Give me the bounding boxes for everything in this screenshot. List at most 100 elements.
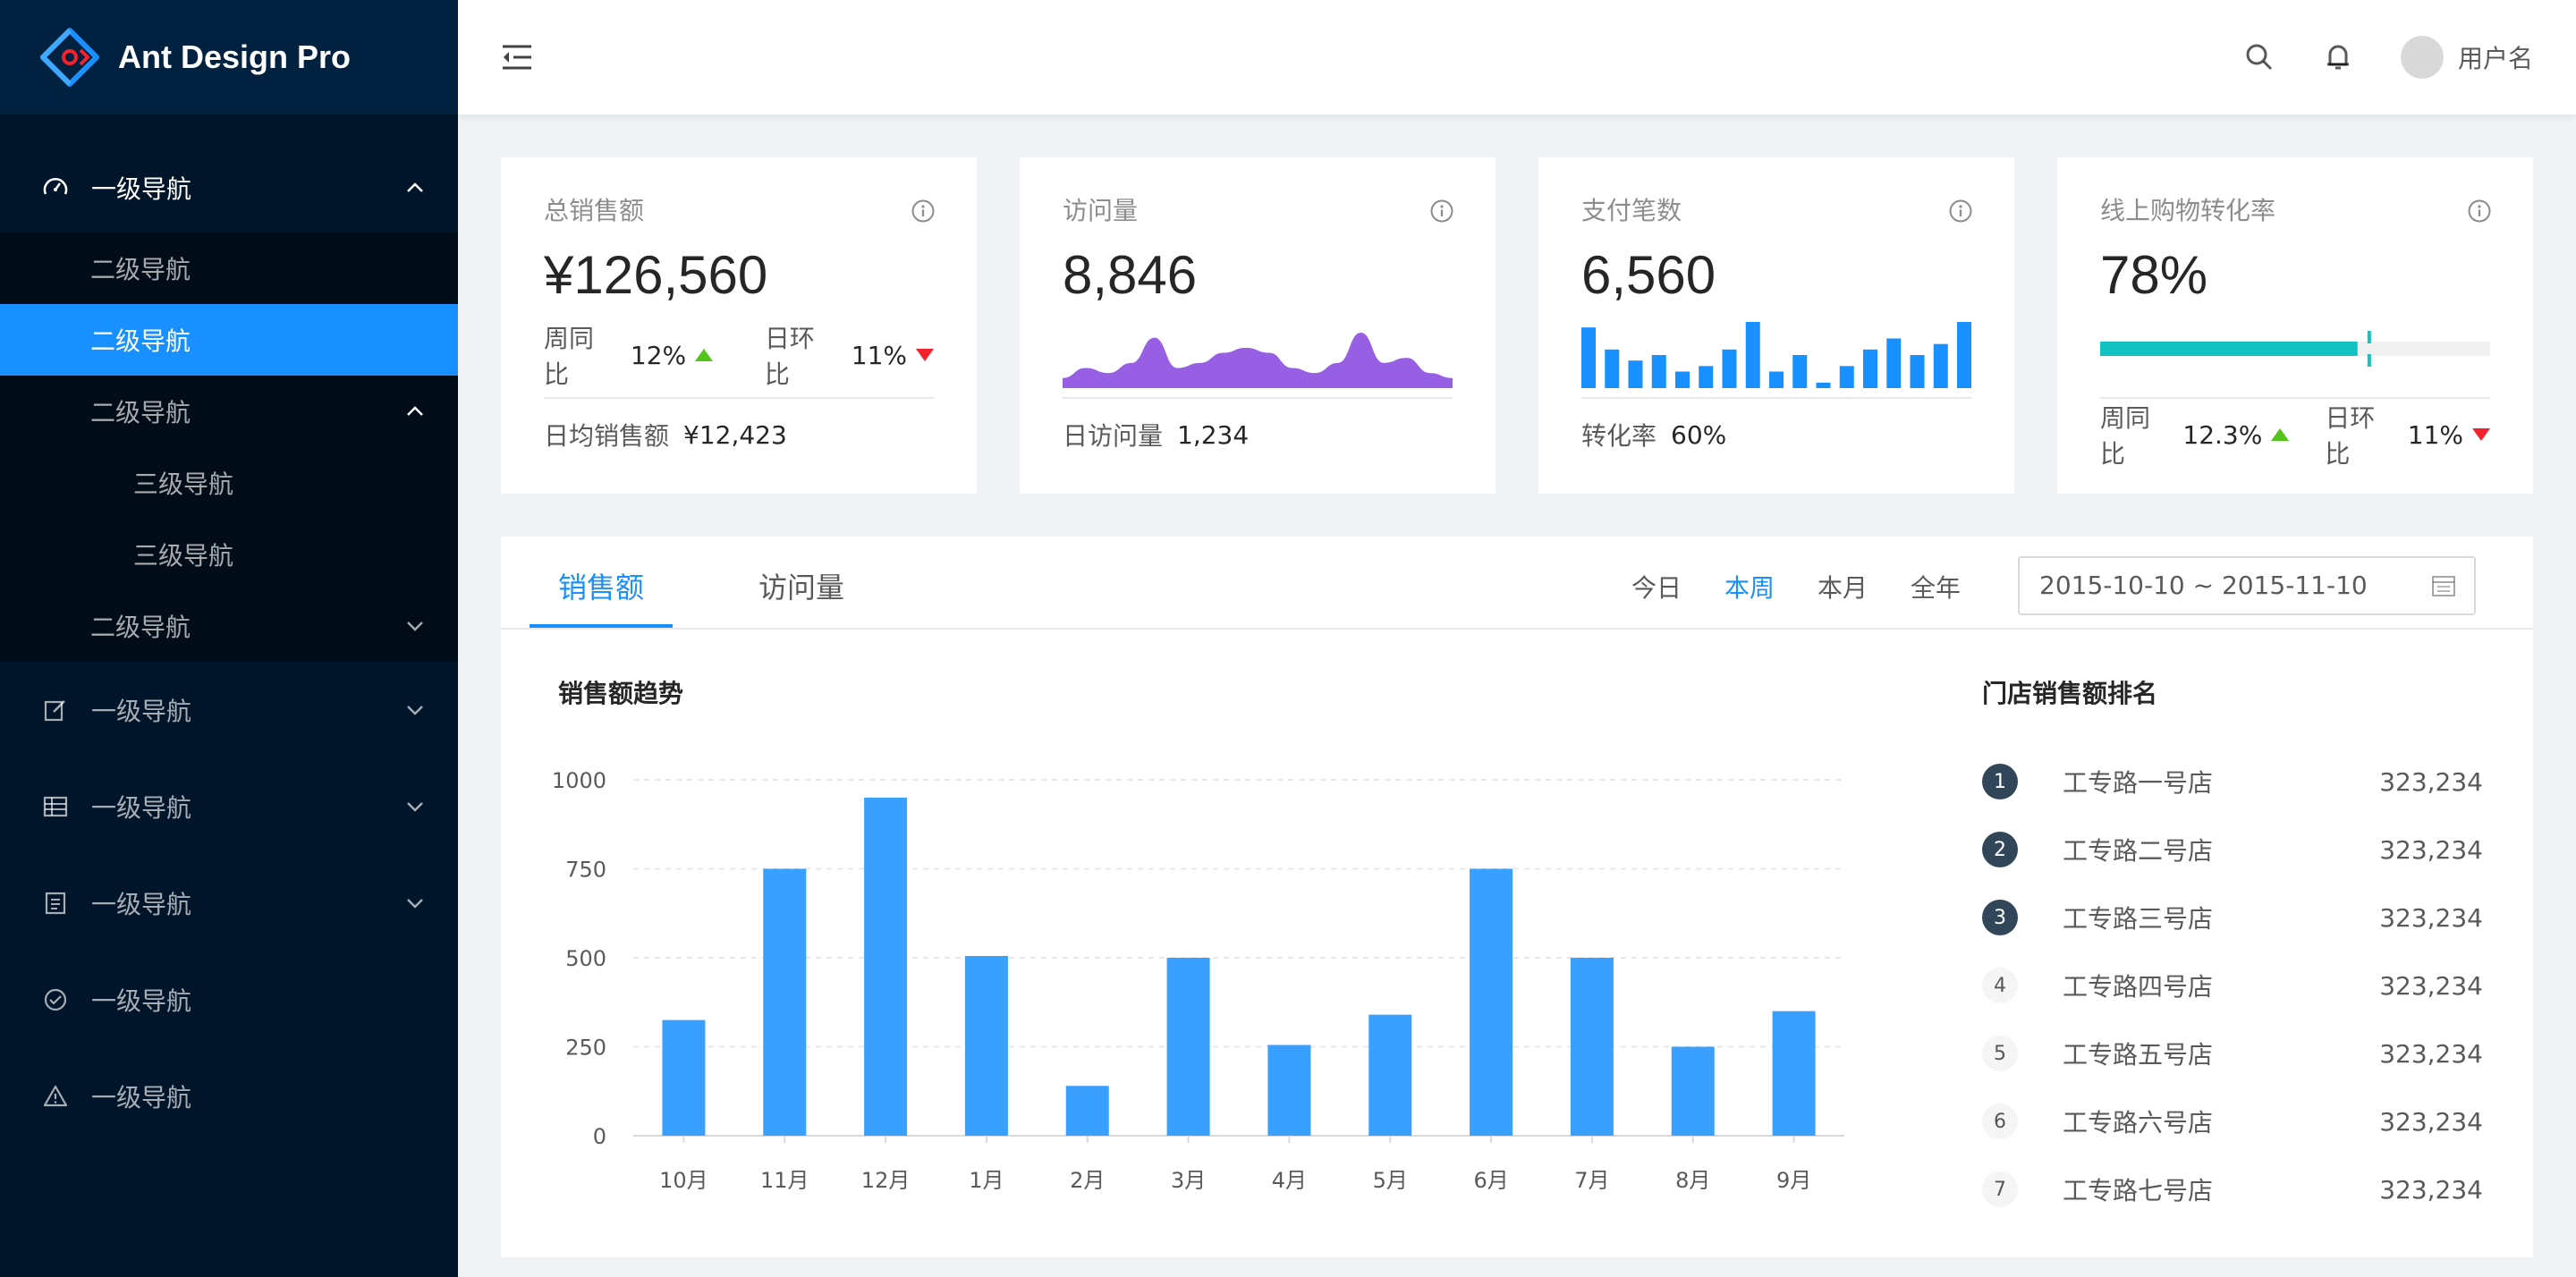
caret-down-icon [2472, 428, 2491, 441]
footer-label: 转化率 [1581, 421, 1657, 451]
ranking-item: 1 工专路一号店 323,234 [1982, 748, 2483, 816]
menu-fold-icon[interactable] [499, 39, 535, 75]
submenu-item-1[interactable]: 二级导航 [0, 233, 458, 304]
footer-value: ¥12,423 [683, 419, 787, 450]
menu-item-warning[interactable]: 一级导航 [0, 1048, 458, 1145]
payments-bar [1628, 360, 1643, 388]
card-title: 线上购物转化率 [2100, 193, 2492, 229]
rank-number: 1 [1982, 764, 2018, 799]
store-sales-value: 323,234 [2379, 970, 2483, 1001]
payments-mini-bar [1581, 313, 1971, 397]
search-icon[interactable] [2243, 41, 2275, 73]
progress-bar [2100, 331, 2490, 367]
bar [1671, 1046, 1715, 1136]
y-tick-label: 1000 [552, 768, 606, 793]
username[interactable]: 用户名 [2457, 44, 2533, 73]
payments-bar [1910, 355, 1925, 388]
card-value: 78% [2100, 245, 2208, 305]
trend-row: 周同比 12% 日环比 11% [544, 313, 935, 397]
bar [1267, 1044, 1311, 1136]
rank-number: 2 [1982, 832, 2018, 867]
submenu-item-4[interactable]: 二级导航 [0, 590, 458, 662]
range-month[interactable]: 本月 [1817, 573, 1868, 603]
payments-bar [1863, 349, 1877, 388]
info-icon[interactable] [1948, 199, 1973, 224]
x-tick-label: 1月 [969, 1168, 1004, 1193]
stat-card-conversion: 线上购物转化率 78% 周同比 12.3% 日环比 11% [2057, 157, 2533, 494]
caret-down-icon [916, 349, 935, 361]
visits-sparkline [1063, 313, 1453, 397]
bar [1065, 1086, 1109, 1136]
bell-icon[interactable] [2322, 41, 2354, 73]
edit-icon [41, 696, 70, 724]
avatar[interactable] [2400, 36, 2444, 79]
menu-item-top-open[interactable]: 一级导航 [0, 143, 458, 233]
sales-card: 销售额 访问量 今日 本周 本月 全年 2015-10-10 ~ 2015-11… [501, 537, 2533, 1257]
ant-design-logo-icon [40, 28, 99, 87]
check-circle-icon [41, 985, 70, 1014]
tab-sales[interactable]: 销售额 [558, 571, 645, 605]
dashboard-icon [41, 173, 70, 202]
warning-icon [41, 1082, 70, 1111]
ranking-title: 门店销售额排名 [1982, 679, 2158, 708]
card-footer: 周同比 12.3% 日环比 11% [2100, 397, 2491, 470]
store-name: 工专路二号店 [2063, 836, 2214, 866]
x-tick-label: 6月 [1473, 1168, 1508, 1193]
header-actions: 用户名 [2243, 0, 2533, 114]
menu-item-label: 一级导航 [91, 986, 192, 1016]
payments-bar-chart [1581, 322, 1971, 388]
range-today[interactable]: 今日 [1631, 573, 1682, 603]
date-range-value: 2015-10-10 ~ 2015-11-10 [2039, 571, 2368, 600]
submenu-item-2-active[interactable]: 二级导航 [0, 304, 458, 376]
date-range-picker[interactable]: 2015-10-10 ~ 2015-11-10 [2018, 556, 2476, 615]
calendar-icon [2432, 576, 2455, 596]
menu-item-label: 一级导航 [91, 793, 192, 823]
info-icon[interactable] [1429, 199, 1454, 224]
wow-label: 周同比 [2100, 403, 2151, 469]
sales-bar-chart: 0 250 500 750 1000 10月 11月 12月 1月 2月 3月 4月 5月 6月 7月 8月 9… [552, 768, 1844, 1193]
bar [1368, 1014, 1412, 1136]
menu-item-check[interactable]: 一级导航 [0, 951, 458, 1048]
card-title-text: 访问量 [1063, 196, 1139, 225]
third-level-item-1[interactable]: 三级导航 [0, 447, 458, 519]
menu-item-edit[interactable]: 一级导航 [0, 662, 458, 758]
progress-target-mark [2367, 354, 2371, 367]
payments-bar [1651, 355, 1666, 388]
x-tick-label: 2月 [1070, 1168, 1105, 1193]
card-footer: 日均销售额 ¥12,423 [544, 397, 934, 470]
wow-value: 12.3% [2182, 419, 2263, 450]
footer-value: 60% [1671, 419, 1727, 450]
submenu-item-3-open[interactable]: 二级导航 [0, 376, 458, 447]
app-title: Ant Design Pro [118, 38, 352, 75]
store-name: 工专路四号店 [2063, 972, 2214, 1002]
payments-bar [1957, 322, 1971, 388]
store-name: 工专路五号店 [2063, 1040, 2214, 1070]
caret-up-icon [695, 349, 714, 361]
card-title-text: 支付笔数 [1581, 196, 1682, 225]
tab-visits[interactable]: 访问量 [758, 571, 845, 605]
range-links: 今日 本周 本月 全年 [1589, 569, 1961, 605]
card-title: 总销售额 [544, 193, 936, 229]
range-week[interactable]: 本周 [1724, 573, 1775, 603]
profile-icon [41, 889, 70, 918]
menu-item-profile[interactable]: 一级导航 [0, 855, 458, 951]
caret-up-icon [2271, 428, 2290, 441]
card-value: ¥126,560 [544, 245, 768, 305]
info-icon[interactable] [911, 199, 936, 224]
visits-area [1063, 333, 1453, 388]
menu-item-table[interactable]: 一级导航 [0, 758, 458, 855]
logo[interactable]: Ant Design Pro [0, 0, 458, 114]
chevron-up-icon [407, 406, 423, 416]
bar [864, 797, 908, 1136]
menu-item-label: 一级导航 [91, 697, 192, 726]
x-tick-label: 5月 [1373, 1168, 1408, 1193]
payments-bar [1933, 343, 1948, 388]
third-level-item-2[interactable]: 三级导航 [0, 519, 458, 590]
stat-card-payments: 支付笔数 6,560 转化率 60% [1538, 157, 2014, 494]
submenu-item-label: 二级导航 [90, 398, 191, 427]
info-icon[interactable] [2467, 199, 2492, 224]
chevron-down-icon [407, 899, 423, 909]
range-year[interactable]: 全年 [1910, 573, 1961, 603]
x-tick-label: 10月 [659, 1168, 708, 1193]
menu-item-label: 一级导航 [91, 890, 192, 919]
